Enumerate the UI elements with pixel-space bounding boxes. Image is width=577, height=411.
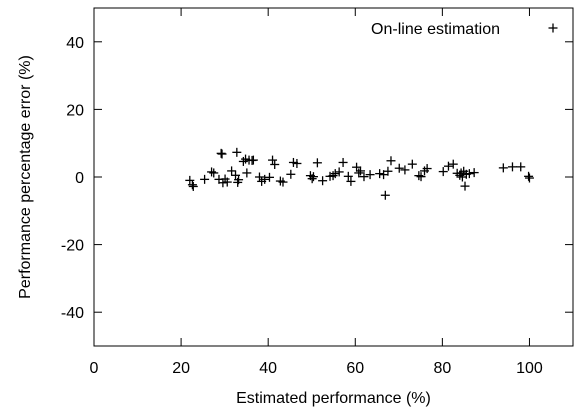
data-point <box>394 163 404 173</box>
data-point <box>334 167 344 177</box>
legend: On-line estimation <box>371 21 558 38</box>
data-point <box>200 174 210 184</box>
data-point <box>507 162 517 172</box>
data-point <box>292 158 302 168</box>
data-point <box>188 181 198 191</box>
data-point <box>227 166 237 176</box>
x-tick-label: 100 <box>516 360 543 377</box>
legend-label: On-line estimation <box>371 21 500 38</box>
data-point <box>383 166 393 176</box>
y-tick-label: -40 <box>61 305 84 322</box>
data-point <box>464 169 474 179</box>
data-point <box>218 178 228 188</box>
data-point <box>438 167 448 177</box>
data-point <box>328 171 338 181</box>
data-point <box>232 147 242 157</box>
data-point <box>355 166 365 176</box>
data-point <box>312 158 322 168</box>
data-point <box>308 172 318 182</box>
plot-frame <box>93 7 574 347</box>
data-point <box>375 169 385 179</box>
data-point <box>242 168 252 178</box>
y-tick-label: 40 <box>66 35 84 52</box>
x-axis-label: Estimated performance (%) <box>236 390 431 407</box>
data-point <box>524 173 534 183</box>
data-point <box>187 180 197 190</box>
x-tick-label: 0 <box>90 360 99 377</box>
y-tick-label: 0 <box>75 170 84 187</box>
data-point <box>498 163 508 173</box>
data-points <box>185 147 534 200</box>
data-point <box>307 174 317 184</box>
data-point <box>469 168 479 178</box>
data-point <box>407 159 417 169</box>
data-point <box>380 190 390 200</box>
data-point <box>386 156 396 166</box>
data-point <box>343 171 353 181</box>
data-point <box>216 148 226 158</box>
y-tick-label: 20 <box>66 102 84 119</box>
data-point <box>365 170 375 180</box>
data-point <box>318 176 328 186</box>
data-point <box>234 175 244 185</box>
data-point <box>278 177 288 187</box>
data-point <box>516 162 526 172</box>
data-point <box>222 177 232 187</box>
data-point <box>238 156 248 166</box>
data-point <box>448 159 458 169</box>
data-point <box>270 159 280 169</box>
x-tick-label: 20 <box>172 360 190 377</box>
data-point <box>207 167 217 177</box>
axis-ticks <box>93 8 573 346</box>
data-point <box>422 164 432 174</box>
data-point <box>414 171 424 181</box>
y-axis-label: Performance percentage error (%) <box>17 55 34 299</box>
data-point <box>524 171 534 181</box>
data-point <box>264 172 274 182</box>
data-point <box>354 168 364 178</box>
x-tick-label: 40 <box>259 360 277 377</box>
tick-labels: 0 20 40 60 80 100 -40 -20 0 20 40 <box>61 35 543 377</box>
data-point <box>330 169 340 179</box>
data-point <box>338 157 348 167</box>
data-point <box>217 149 227 159</box>
legend-marker <box>548 23 558 33</box>
data-point <box>352 162 362 172</box>
x-tick-label: 60 <box>346 360 364 377</box>
data-point <box>443 161 453 171</box>
data-point <box>400 165 410 175</box>
legend-plus-icon <box>548 23 558 33</box>
x-tick-label: 80 <box>433 360 451 377</box>
data-point <box>209 168 219 178</box>
y-tick-label: -20 <box>61 238 84 255</box>
data-point <box>286 169 296 179</box>
data-point <box>416 172 426 182</box>
data-point <box>268 155 278 165</box>
data-point <box>248 155 258 165</box>
data-point <box>460 181 470 191</box>
data-point <box>359 172 369 182</box>
data-point <box>346 176 356 186</box>
data-point <box>254 172 264 182</box>
data-point <box>260 174 270 184</box>
